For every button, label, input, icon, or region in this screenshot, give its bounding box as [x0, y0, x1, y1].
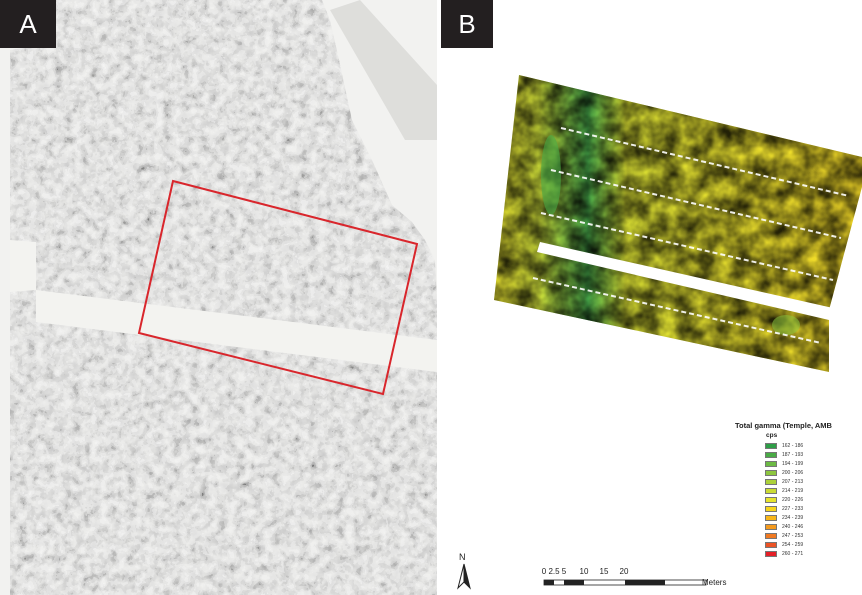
survey-track-lines [532, 127, 850, 344]
legend-row: 187 - 193 [765, 450, 862, 459]
legend-row: 260 - 271 [765, 549, 862, 558]
legend-swatch [765, 523, 777, 530]
road-strip [330, 0, 437, 140]
legend-row: 240 - 246 [765, 522, 862, 531]
legend-row: 194 - 199 [765, 459, 862, 468]
legend-swatch [765, 442, 777, 449]
map-legend: Total gamma (Temple, AMB cps 162 - 186 18… [735, 421, 862, 558]
trench-gap-long [36, 290, 437, 372]
scale-tick-label: 2.5 [548, 567, 560, 576]
legend-swatch [765, 460, 777, 467]
legend-range-label: 187 - 193 [782, 451, 804, 458]
north-arrow-icon [457, 563, 471, 590]
legend-row: 207 - 213 [765, 477, 862, 486]
scale-tick-label: 0 [541, 567, 547, 576]
panel-a-label: A [0, 0, 56, 48]
legend-swatch [765, 514, 777, 521]
legend-row: 234 - 239 [765, 513, 862, 522]
legend-swatch [765, 532, 777, 539]
legend-swatch [765, 451, 777, 458]
legend-range-label: 254 - 259 [782, 541, 804, 548]
north-arrow: N [455, 552, 473, 592]
scale-bar: 0 2.5 5 10 15 20 Meters [536, 567, 756, 593]
legend-swatch [765, 550, 777, 557]
survey-area-outline [137, 179, 419, 396]
legend-range-label: 214 - 219 [782, 487, 804, 494]
panel-divider [437, 0, 441, 595]
legend-swatch [765, 496, 777, 503]
legend-row: 247 - 253 [765, 531, 862, 540]
legend-range-label: 194 - 199 [782, 460, 804, 467]
legend-row: 162 - 186 [765, 441, 862, 450]
scale-tick-label: 5 [561, 567, 567, 576]
legend-range-label: 247 - 253 [782, 532, 804, 539]
legend-range-label: 234 - 239 [782, 514, 804, 521]
legend-swatch [765, 541, 777, 548]
panel-b-gamma-map: B Total gamma (Temple, AMB cps 162 - 186… [441, 0, 862, 595]
trench-gap [537, 242, 833, 320]
gamma-survey-image [494, 75, 862, 372]
legend-swatch [765, 478, 777, 485]
legend-range-label: 207 - 213 [782, 478, 804, 485]
legend-range-label: 162 - 186 [782, 442, 804, 449]
legend-rows: 162 - 186 187 - 193 194 - 199 200 - 206 207 … [735, 441, 862, 558]
legend-title: Total gamma (Temple, AMB [735, 421, 832, 430]
legend-unit: cps [766, 432, 778, 439]
legend-row: 254 - 259 [765, 540, 862, 549]
legend-row: 200 - 206 [765, 468, 862, 477]
trench-gap [10, 240, 36, 292]
legend-range-label: 220 - 226 [782, 496, 804, 503]
legend-swatch [765, 469, 777, 476]
legend-row: 220 - 226 [765, 495, 862, 504]
legend-swatch [765, 487, 777, 494]
legend-row: 214 - 219 [765, 486, 862, 495]
north-label: N [459, 552, 466, 562]
legend-range-label: 200 - 206 [782, 469, 804, 476]
scale-tick-label: 10 [579, 567, 589, 576]
legend-row: 227 - 233 [765, 504, 862, 513]
greyscale-survey-image [10, 0, 437, 595]
scale-tick-label: 20 [619, 567, 629, 576]
legend-range-label: 260 - 271 [782, 550, 804, 557]
legend-range-label: 240 - 246 [782, 523, 804, 530]
scale-tick-label: 15 [599, 567, 609, 576]
legend-range-label: 227 - 233 [782, 505, 804, 512]
legend-swatch [765, 505, 777, 512]
scale-units: Meters [702, 578, 727, 587]
scale-bar-graphic [543, 579, 707, 586]
panel-a-greyscale-map: A [0, 0, 437, 595]
panel-b-label: B [441, 0, 493, 48]
